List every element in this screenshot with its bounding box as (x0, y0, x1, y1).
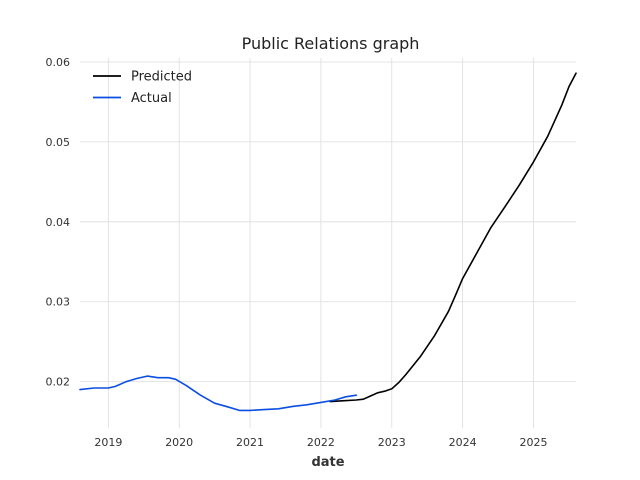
x-tick-label: 2022 (307, 436, 335, 449)
x-tick-label: 2023 (378, 436, 406, 449)
y-tick-label: 0.05 (46, 136, 71, 149)
x-tick-label: 2024 (449, 436, 477, 449)
chart-title: Public Relations graph (242, 34, 420, 53)
y-tick-label: 0.03 (46, 296, 71, 309)
x-tick-label: 2025 (519, 436, 547, 449)
legend-label-actual: Actual (131, 91, 172, 106)
legend: Predicted Actual (93, 70, 192, 106)
x-tick-label: 2021 (236, 436, 264, 449)
tick-labels: 2019 2020 2021 2022 2023 2024 2025 0.02 0.03 0.04… (46, 56, 548, 449)
series-line-predicted (329, 72, 577, 403)
grid (80, 58, 576, 428)
x-tick-label: 2019 (94, 436, 122, 449)
series-lines (79, 72, 577, 412)
x-axis-label: date (311, 455, 344, 470)
x-tick-label: 2020 (165, 436, 193, 449)
y-tick-label: 0.06 (46, 56, 71, 69)
series-line-actual (79, 375, 358, 412)
legend-label-predicted: Predicted (131, 70, 192, 85)
y-tick-label: 0.02 (46, 376, 71, 389)
y-tick-label: 0.04 (46, 216, 71, 229)
